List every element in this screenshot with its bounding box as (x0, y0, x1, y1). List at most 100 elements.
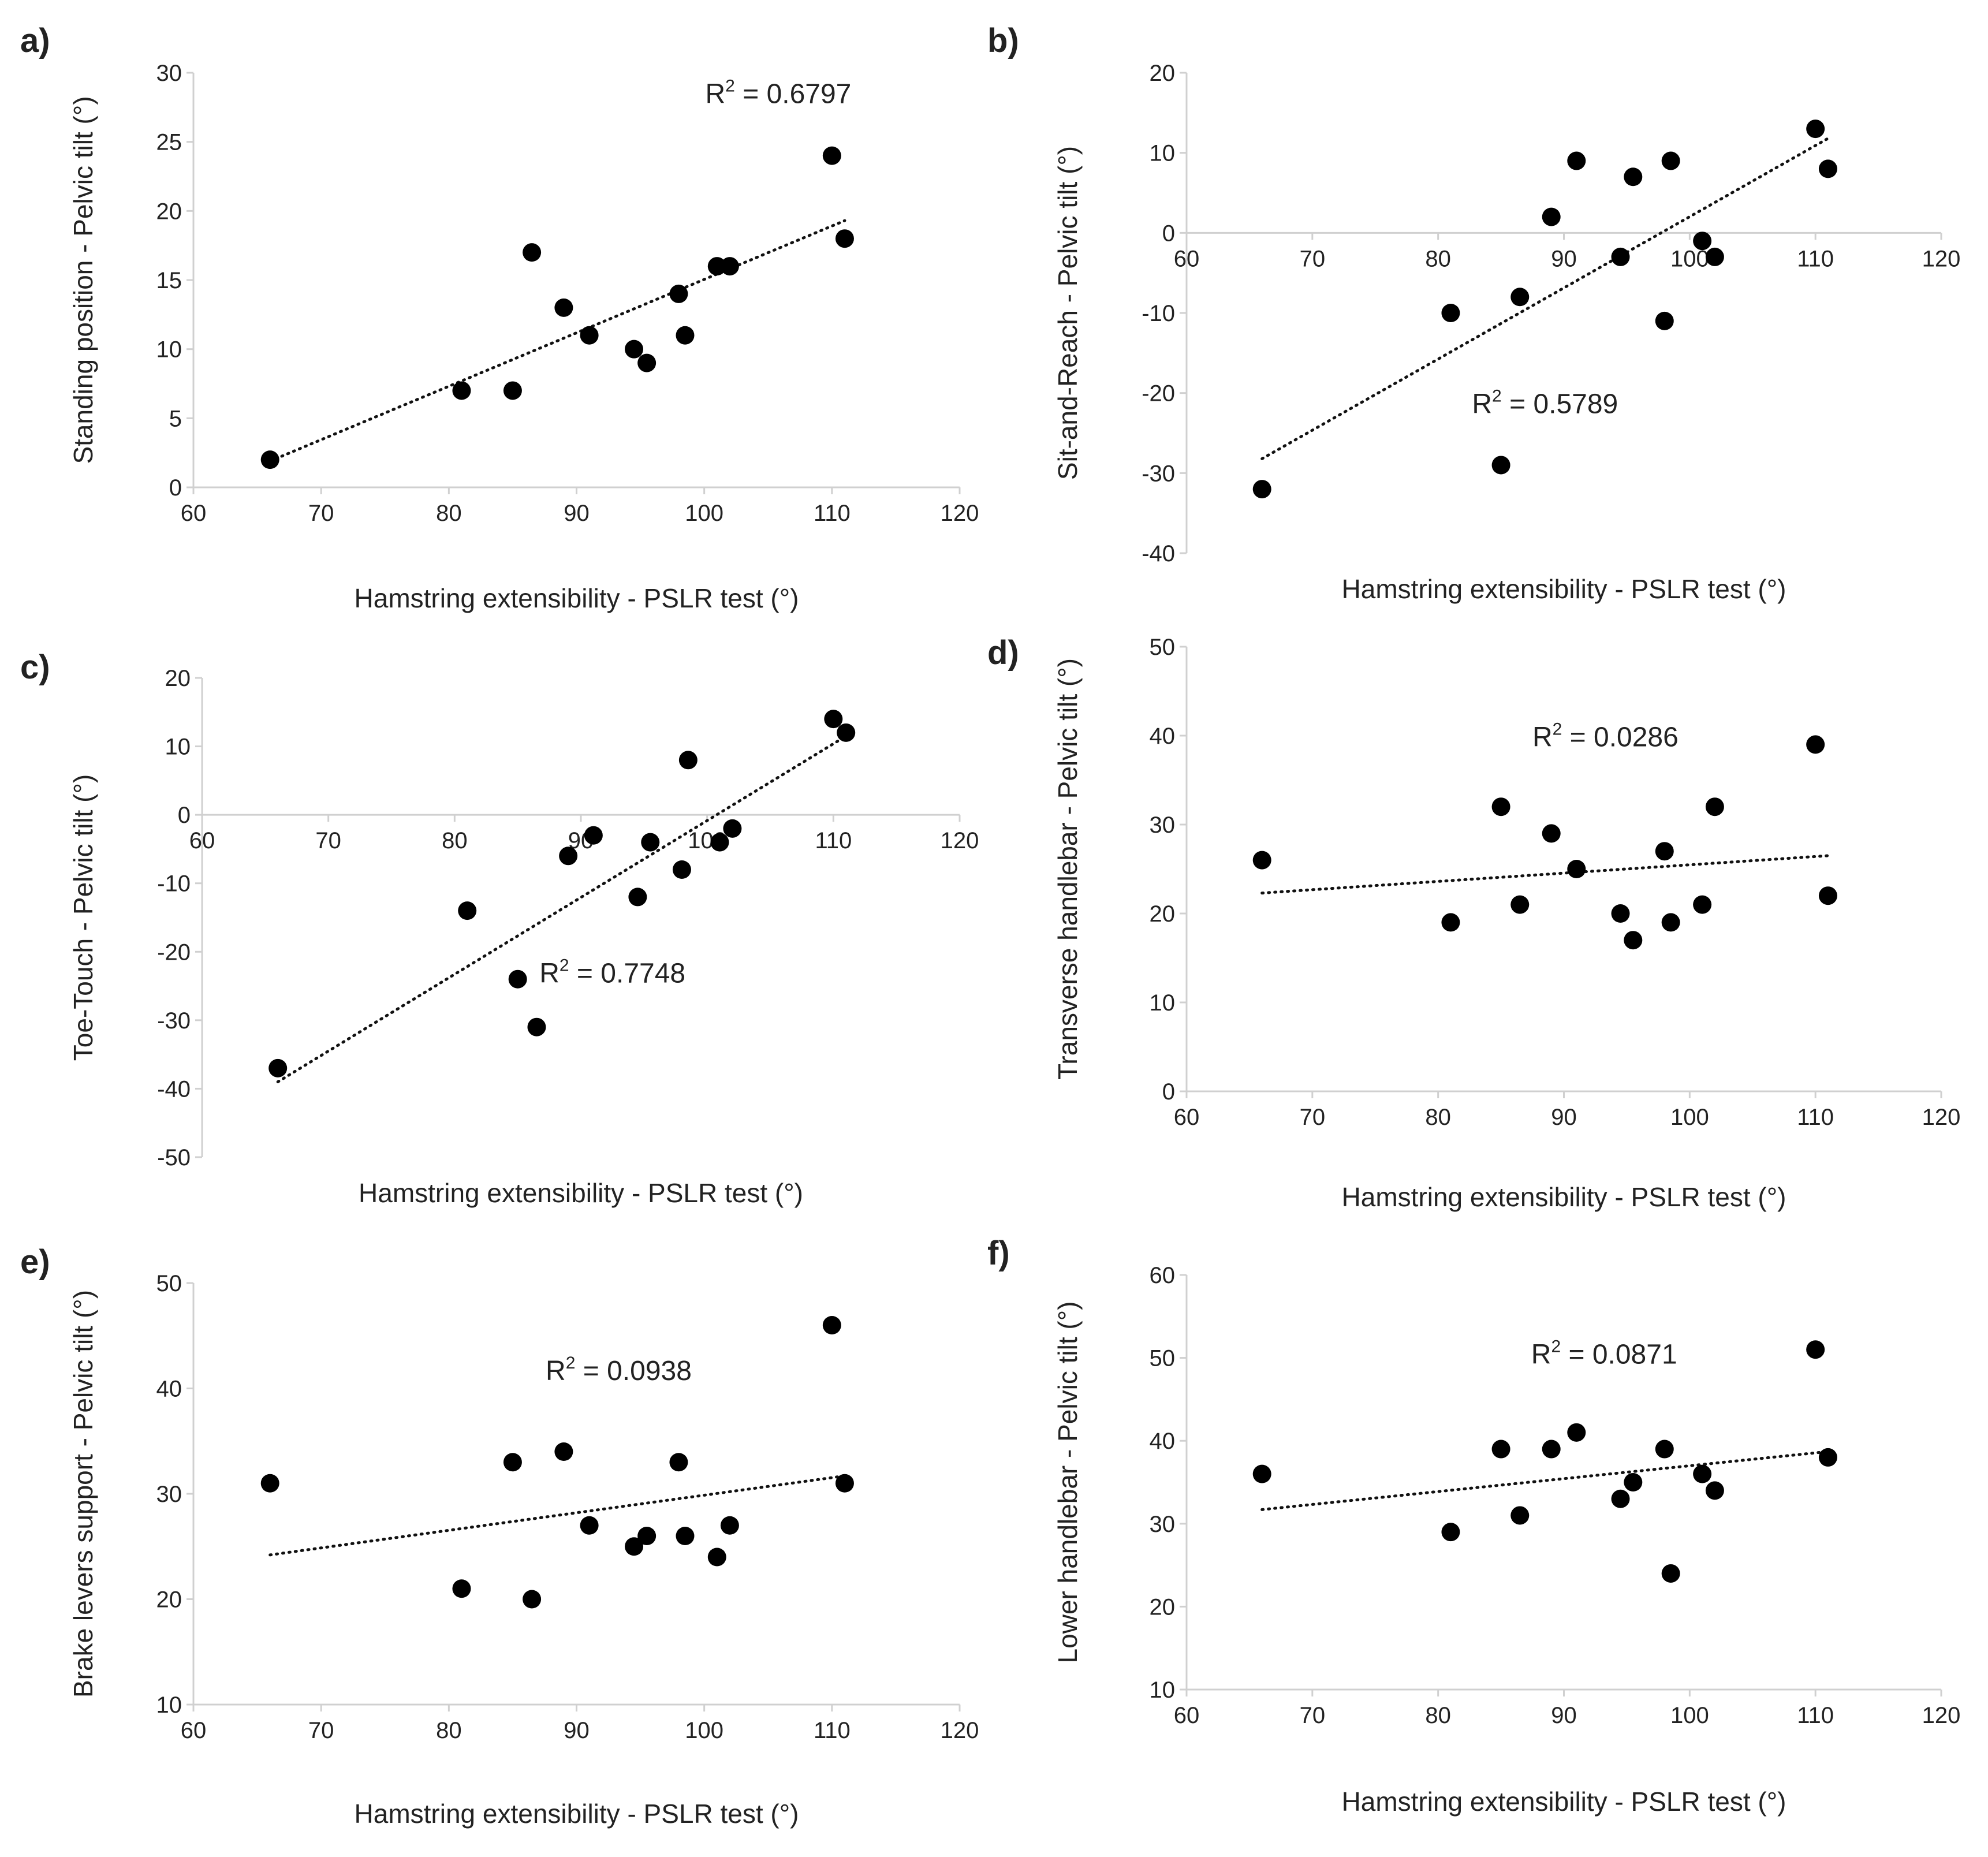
data-point (676, 326, 695, 345)
x-tick-label: 80 (436, 501, 462, 526)
data-point (835, 1474, 854, 1493)
data-point (260, 450, 279, 469)
y-axis-title: Lower handlebar - Pelvic tilt (°) (1053, 1302, 1083, 1664)
r-squared-label: R2 = 0.0938 (546, 1353, 692, 1386)
x-axis-title: Hamstring extensibility - PSLR test (°) (1342, 574, 1786, 604)
y-tick-label: -50 (157, 1145, 191, 1170)
data-point (580, 1516, 599, 1535)
trendline (276, 734, 848, 1084)
data-point (723, 819, 742, 838)
data-point (1655, 842, 1674, 861)
data-point (625, 1537, 644, 1556)
x-tick-label: 100 (1670, 1703, 1709, 1728)
x-tick-label: 120 (941, 501, 979, 526)
x-axis-title: Hamstring extensibility - PSLR test (°) (1342, 1182, 1786, 1212)
x-tick-label: 60 (1174, 1703, 1200, 1728)
x-tick-label: 80 (442, 828, 468, 853)
x-tick-label: 100 (1670, 246, 1709, 271)
data-point (554, 1442, 573, 1461)
chart-panel-1: a) 0 5 10 15 20 25 30 60 70 80 90 100 110 120 Hamstring… (20, 22, 979, 613)
trendline (1260, 854, 1830, 895)
y-tick-label: 0 (1162, 221, 1175, 246)
y-tick-label: 10 (156, 337, 182, 363)
data-point (1661, 151, 1680, 170)
data-point (720, 257, 739, 276)
r-squared-label: R2 = 0.7748 (539, 956, 685, 989)
data-point (1624, 167, 1643, 187)
data-point (523, 1590, 542, 1609)
data-point (1252, 851, 1271, 870)
y-tick-label: 40 (156, 1377, 182, 1402)
y-tick-label: 20 (1150, 901, 1176, 927)
x-tick-label: 110 (1797, 1105, 1834, 1130)
data-point (1655, 311, 1674, 330)
data-point (707, 1548, 726, 1567)
data-point (1441, 913, 1460, 932)
y-tick-label: 20 (156, 199, 182, 224)
x-tick-label: 80 (1425, 246, 1451, 271)
y-axis-title: Sit-and-Reach - Pelvic tilt (°) (1053, 146, 1083, 480)
data-point (1567, 1423, 1586, 1442)
chart-panel-2: b) -40 -30 -20 -10 0 10 20 60 70 80 90 100 110 120 Hams… (987, 22, 1960, 604)
x-tick-label: 90 (1551, 1703, 1577, 1728)
data-point (503, 1453, 522, 1472)
data-point (1510, 288, 1530, 307)
data-point (580, 326, 599, 345)
data-point (1441, 1523, 1460, 1542)
x-tick-label: 120 (1922, 246, 1961, 271)
data-point (1705, 797, 1724, 816)
x-tick-label: 100 (685, 1718, 723, 1743)
data-point (637, 1527, 657, 1545)
y-tick-label: 50 (1150, 1346, 1176, 1371)
x-tick-label: 70 (308, 1718, 334, 1743)
y-tick-label: 40 (1150, 1429, 1176, 1454)
x-axis-title: Hamstring extensibility - PSLR test (°) (355, 1799, 799, 1829)
y-tick-label: 0 (169, 475, 182, 501)
r-squared-label: R2 = 0.0286 (1532, 719, 1679, 752)
y-axis-title: Brake levers support - Pelvic tilt (°) (68, 1290, 98, 1698)
data-point (678, 751, 698, 770)
y-tick-label: -40 (1142, 541, 1175, 566)
x-tick-label: 90 (1551, 1105, 1577, 1130)
data-point (1252, 1464, 1271, 1483)
data-point (559, 847, 578, 866)
y-tick-label: 40 (1150, 724, 1176, 749)
data-point (1567, 151, 1586, 170)
data-point (1806, 1340, 1825, 1359)
y-tick-label: 10 (1150, 990, 1176, 1016)
data-point (1542, 824, 1561, 843)
data-point (452, 381, 471, 400)
x-tick-label: 70 (1300, 246, 1326, 271)
x-tick-label: 80 (1425, 1105, 1451, 1130)
data-point (1661, 913, 1680, 932)
data-point (452, 1579, 471, 1598)
data-point (268, 1058, 288, 1077)
x-axis-title: Hamstring extensibility - PSLR test (°) (355, 583, 799, 613)
data-point (822, 146, 841, 165)
data-point (554, 298, 573, 317)
data-point (1661, 1564, 1680, 1583)
data-point (1806, 735, 1825, 754)
trendline (268, 1474, 846, 1557)
data-point (710, 833, 729, 852)
data-point (1818, 159, 1837, 178)
y-tick-label: 10 (1150, 141, 1176, 166)
x-tick-label: 60 (1174, 1105, 1200, 1130)
data-point (1510, 895, 1530, 914)
data-point (625, 340, 644, 359)
data-point (1542, 207, 1561, 226)
x-tick-label: 120 (1922, 1703, 1961, 1728)
data-point (1705, 247, 1724, 266)
data-point (503, 381, 522, 400)
data-point (1818, 1448, 1837, 1467)
y-tick-label: 0 (1162, 1079, 1175, 1105)
x-tick-label: 120 (941, 1718, 979, 1743)
data-point (1491, 797, 1510, 816)
data-point (1491, 1440, 1510, 1459)
data-point (508, 969, 527, 989)
data-point (824, 710, 843, 729)
data-point (1693, 1464, 1712, 1483)
y-tick-label: 20 (1150, 61, 1176, 86)
y-tick-label: -30 (157, 1008, 191, 1034)
